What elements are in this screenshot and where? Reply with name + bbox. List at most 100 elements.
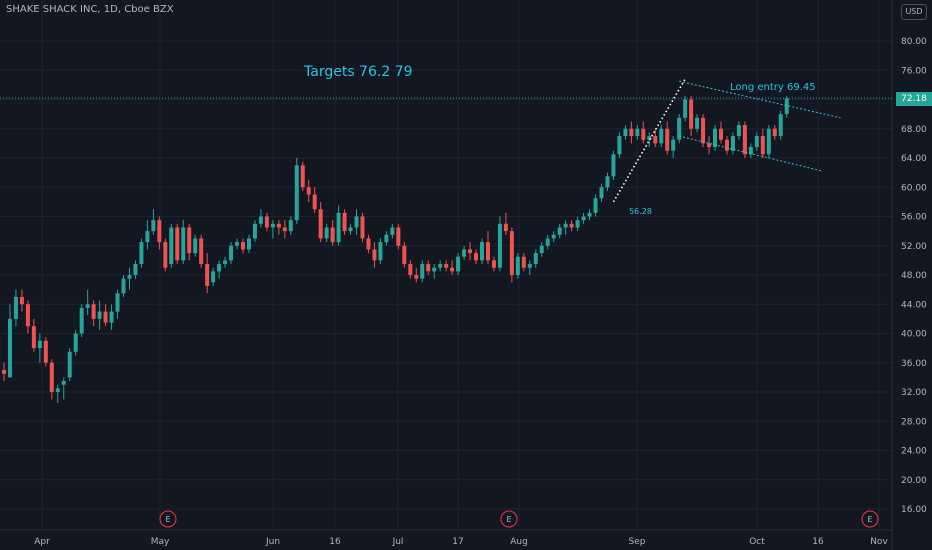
candle [713, 125, 718, 151]
candle-body [342, 212, 347, 232]
price-tick-label: 64.00 [901, 154, 927, 164]
candle [480, 238, 484, 265]
candle-body [19, 296, 24, 305]
candle [677, 114, 682, 144]
candle [19, 289, 24, 312]
candle [659, 125, 664, 148]
candle-body [25, 304, 30, 327]
candle-body [533, 253, 538, 265]
price-tick-label: 56.00 [901, 213, 927, 223]
candle-body [629, 128, 634, 137]
candle [497, 216, 502, 272]
candle-body [288, 220, 293, 232]
candle-body [695, 117, 700, 129]
candle [217, 260, 222, 279]
candle [575, 216, 580, 232]
candle-body [647, 136, 652, 140]
earnings-marker[interactable]: E [159, 510, 177, 528]
candle-body [49, 362, 54, 392]
candle [67, 348, 72, 382]
candle-body [294, 165, 299, 221]
candle-body [784, 98, 789, 115]
candle-body [683, 99, 688, 118]
time-tick-label: Jun [265, 537, 280, 547]
earnings-marker-label: E [506, 515, 511, 524]
candle-body [599, 187, 604, 199]
candle-body [13, 296, 18, 319]
candle [748, 143, 753, 158]
candle [509, 227, 514, 283]
candle-body [701, 117, 706, 144]
candle-body [163, 242, 168, 268]
candle [85, 289, 90, 316]
candle-body [121, 278, 126, 294]
price-axis-labels: 80.0076.0072.0068.0064.0060.0056.0052.00… [901, 37, 927, 515]
candle [312, 187, 317, 213]
candle-body [545, 238, 550, 246]
candle-body [246, 238, 251, 250]
candle-body [270, 223, 275, 228]
candle [223, 256, 228, 268]
time-tick-label: Apr [34, 537, 50, 547]
time-tick-label: May [151, 537, 170, 547]
candle [730, 132, 735, 155]
candle-body [7, 318, 12, 378]
candle-body [719, 128, 723, 140]
price-tick-label: 28.00 [901, 417, 927, 427]
candle [229, 242, 234, 265]
candle [593, 194, 598, 217]
candle [533, 249, 538, 268]
candle [91, 300, 96, 327]
time-tick-label: Sep [629, 537, 646, 547]
candle-body [67, 351, 72, 378]
candle [474, 249, 479, 265]
candle [587, 209, 592, 221]
earnings-marker[interactable]: E [500, 510, 518, 528]
candle-body [235, 242, 240, 246]
candle [402, 242, 407, 268]
earnings-marker-circle [159, 510, 177, 528]
candle [665, 121, 670, 155]
candle-body [151, 220, 156, 232]
candle [468, 242, 473, 261]
earnings-marker-circle [500, 510, 518, 528]
earnings-marker[interactable]: E [861, 510, 879, 528]
candle [683, 95, 688, 122]
earnings-marker-label: E [165, 515, 170, 524]
candle-body [157, 220, 162, 243]
candle-body [707, 143, 712, 148]
candle-body [420, 264, 425, 279]
candle-body [211, 271, 216, 283]
candle [282, 220, 287, 239]
candle-body [563, 223, 568, 228]
candle [378, 238, 383, 265]
time-tick-label: Aug [510, 537, 528, 547]
candle [438, 260, 443, 272]
price-tick-label: 68.00 [901, 125, 927, 135]
price-tick-label: 40.00 [901, 330, 927, 340]
time-tick-label: Oct [749, 537, 765, 547]
currency-button[interactable]: USD [901, 4, 927, 20]
time-axis-labels: Apr May Jun 16 Jul 17 Aug Sep Oct 16 Nov [34, 537, 888, 547]
candle-body [205, 264, 210, 286]
candle-body [491, 260, 496, 268]
candle [641, 121, 646, 144]
candle-body [282, 227, 287, 232]
candle [599, 183, 604, 202]
candle-body [497, 223, 502, 268]
candle [193, 234, 198, 257]
candle [235, 238, 240, 250]
time-tick-label: Nov [870, 537, 888, 547]
candle-body [766, 128, 771, 155]
candle-body [312, 194, 317, 210]
candle-body [754, 136, 759, 148]
candle [772, 125, 777, 140]
candle [61, 377, 66, 400]
candle-body [659, 128, 664, 144]
candle-body [97, 311, 102, 319]
candle-body [133, 264, 138, 275]
time-tick-label: 17 [452, 537, 463, 547]
price-tick-label: 52.00 [901, 242, 927, 252]
